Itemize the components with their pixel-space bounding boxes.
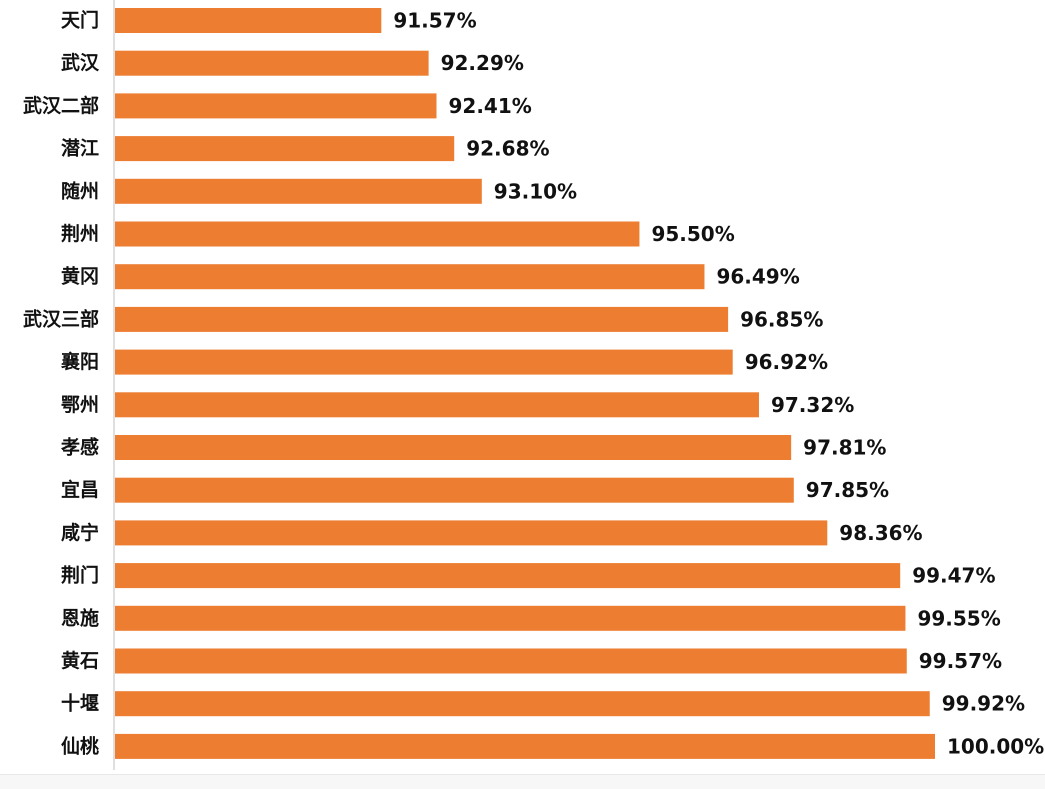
bottom-scroll-band — [0, 774, 1045, 789]
value-label: 98.36% — [839, 521, 922, 545]
category-label: 仙桃 — [61, 734, 99, 757]
category-label: 荆州 — [61, 222, 99, 245]
bar — [115, 136, 455, 162]
value-label: 96.85% — [740, 307, 823, 331]
category-label: 武汉二部 — [23, 94, 99, 117]
bar — [115, 520, 828, 546]
bar — [115, 306, 729, 332]
category-label: 襄阳 — [60, 350, 99, 373]
value-label: 97.32% — [771, 393, 854, 417]
value-label: 99.57% — [919, 649, 1002, 673]
value-label: 93.10% — [494, 179, 577, 203]
category-label: 随州 — [61, 179, 99, 202]
category-label: 十堰 — [61, 692, 99, 715]
category-label: 天门 — [61, 9, 99, 32]
value-label: 92.29% — [441, 51, 524, 75]
category-label: 武汉三部 — [23, 307, 99, 330]
bars-group: 天门 91.57% 武汉 92.29% 武汉二部 92.41% 潜江 92.68% 随州 93.1… — [23, 8, 1044, 759]
bar — [115, 178, 482, 204]
category-label: 黄冈 — [61, 265, 99, 288]
bar — [115, 691, 930, 717]
category-label: 孝感 — [61, 436, 99, 459]
value-label: 96.49% — [716, 265, 799, 289]
value-label: 92.41% — [448, 94, 531, 118]
category-label: 黄石 — [61, 649, 99, 672]
value-label: 97.81% — [803, 436, 886, 460]
category-label: 荆门 — [61, 564, 99, 587]
bar — [115, 8, 382, 33]
category-label: 武汉 — [61, 52, 100, 74]
bar — [115, 563, 901, 589]
value-label: 99.47% — [912, 564, 995, 588]
bar — [115, 93, 437, 119]
value-label: 99.92% — [942, 692, 1025, 716]
bar — [115, 264, 705, 290]
category-label: 鄂州 — [61, 394, 99, 416]
bar — [115, 392, 759, 418]
category-label: 咸宁 — [61, 521, 99, 544]
bar — [115, 477, 794, 503]
value-label: 96.92% — [745, 350, 828, 374]
category-label: 宜昌 — [61, 478, 99, 501]
bar — [115, 221, 640, 247]
value-label: 99.55% — [917, 606, 1000, 630]
category-label: 潜江 — [61, 137, 99, 160]
value-label: 95.50% — [651, 222, 734, 246]
value-label: 91.57% — [393, 9, 476, 33]
bar — [115, 605, 906, 631]
value-label: 92.68% — [466, 137, 549, 161]
bar — [115, 733, 935, 759]
bar — [115, 50, 429, 76]
bar — [115, 648, 907, 674]
value-label: 97.85% — [806, 478, 889, 502]
bar — [115, 349, 733, 375]
bar — [115, 435, 792, 460]
value-label: 100.00% — [947, 734, 1044, 758]
category-label: 恩施 — [61, 606, 99, 629]
